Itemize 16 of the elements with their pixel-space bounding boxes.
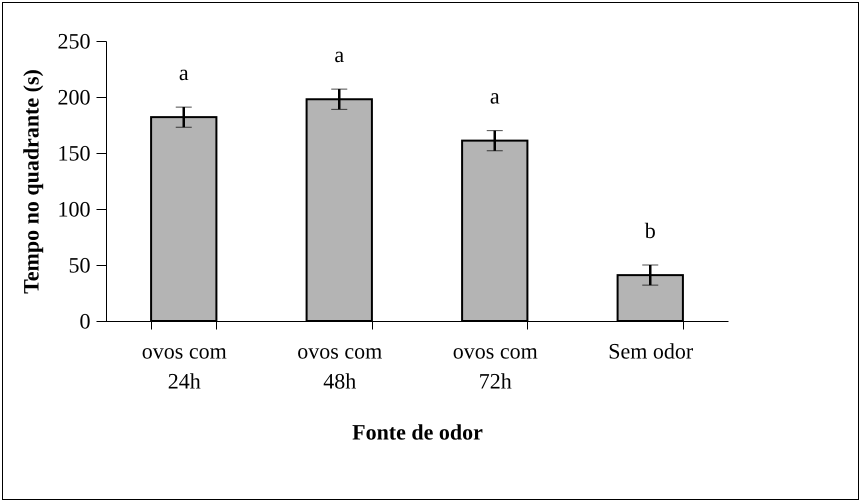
- y-axis-title: Tempo no quadrante (s): [18, 69, 44, 294]
- x-axis-title: Fonte de odor: [352, 420, 484, 444]
- x-tick-label: ovos com 72h: [452, 338, 538, 394]
- x-tick-label: Sem odor: [608, 338, 694, 364]
- x-tick-label: ovos com 24h: [142, 338, 227, 394]
- annotation: a: [178, 60, 189, 86]
- y-tick-label: 200: [58, 84, 90, 110]
- y-tick-label: 100: [58, 196, 90, 222]
- y-tick-label: 250: [58, 28, 90, 54]
- y-tick-label: 50: [68, 252, 90, 278]
- y-tick-label: 150: [58, 140, 90, 166]
- annotation: b: [644, 218, 656, 243]
- annotation: a: [490, 84, 500, 109]
- x-tick-label: ovos com 48h: [297, 338, 382, 394]
- annotation: a: [334, 42, 344, 68]
- y-tick-label: 0: [80, 308, 90, 334]
